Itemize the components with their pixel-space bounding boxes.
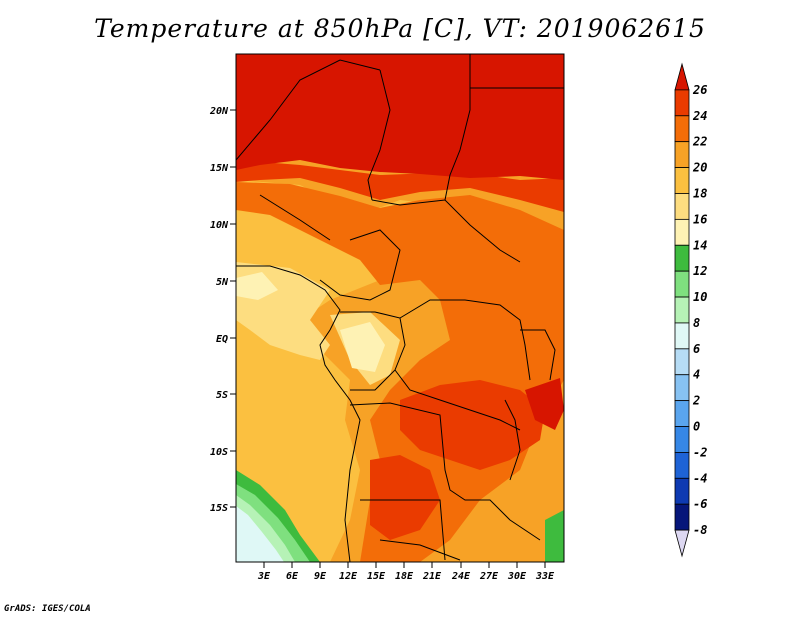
lat-axis: 20N 15N 10N 5N EQ 5S 10S 15S (209, 106, 236, 514)
colorbar-label: 10 (693, 290, 707, 304)
lon-tick: 30E (507, 562, 527, 582)
lon-label: 24E (451, 571, 471, 582)
colorbar-label: 18 (693, 186, 707, 200)
colorbar-arrow-bottom (674, 529, 690, 558)
lat-label: 15S (210, 503, 228, 514)
lon-tick: 24E (451, 562, 471, 582)
colorbar-swatch (674, 89, 690, 117)
colorbar-swatch (674, 193, 690, 220)
lon-tick: 21E (422, 562, 442, 582)
lat-label: EQ (216, 334, 228, 345)
country-borders (236, 54, 564, 562)
colorbar-swatch (674, 452, 690, 479)
lon-tick: 12E (339, 562, 358, 582)
lon-label: 12E (339, 571, 358, 582)
colorbar-swatch (674, 270, 690, 298)
colorbar-label: 4 (693, 368, 700, 382)
colorbar-label: -8 (693, 523, 707, 537)
zone-c26 (236, 54, 564, 430)
colorbar-label: 2 (692, 394, 700, 408)
colorbar-swatch (674, 141, 690, 168)
lat-label: 5N (216, 277, 229, 288)
lon-tick: 33E (535, 562, 555, 582)
lon-axis: 3E 6E 9E 12E 15E 18E 21E 24E 27E 30E 33E (257, 562, 555, 582)
lat-tick: 10N (210, 220, 236, 231)
colorbar-label: 22 (692, 135, 707, 149)
lon-label: 30E (507, 571, 527, 582)
lon-tick: 3E (257, 562, 271, 582)
lat-tick: 20N (209, 106, 236, 117)
colorbar-label: 8 (693, 316, 700, 330)
lat-tick: 15N (210, 163, 236, 174)
colorbar-label: 20 (692, 161, 707, 175)
lat-label: 10S (210, 447, 228, 458)
lat-tick: 5N (216, 277, 236, 288)
colorbar-label: 16 (693, 212, 707, 226)
lat-tick: 5S (216, 390, 236, 401)
colorbar-label: -6 (693, 497, 707, 511)
lat-tick: EQ (216, 334, 236, 345)
lon-tick: 27E (479, 562, 499, 582)
temperature-field (236, 54, 564, 562)
zone-c14 (236, 272, 385, 372)
colorbar-swatch (674, 400, 690, 427)
colorbar-swatch (674, 167, 690, 194)
colorbar-swatch (674, 374, 690, 402)
colorbar-label: 6 (693, 342, 700, 356)
zone-c6 (236, 506, 284, 562)
colorbar-label: -2 (693, 445, 707, 459)
colorbar-label: 24 (692, 109, 707, 123)
lon-label: 6E (286, 571, 299, 582)
colorbar-swatch (674, 244, 690, 272)
colorbar-swatch (674, 426, 690, 453)
lat-tick: 10S (210, 447, 236, 458)
lon-label: 33E (535, 571, 555, 582)
lat-label: 20N (209, 106, 229, 117)
colorbar-label: -4 (693, 471, 707, 485)
colorbar-swatch (674, 296, 690, 324)
lat-label: 15N (210, 163, 229, 174)
chart-title: Temperature at 850hPa [C], VT: 201906261… (94, 14, 706, 43)
lat-label: 10N (210, 220, 229, 231)
lon-tick: 15E (367, 562, 386, 582)
map-frame (235, 53, 565, 563)
lon-label: 3E (257, 571, 271, 582)
credit-text: GrADS: IGES/COLA (4, 604, 91, 614)
lon-label: 9E (314, 571, 327, 582)
lat-tick: 15S (210, 503, 236, 514)
colorbar-label: 12 (693, 264, 707, 278)
colorbar-arrow-top (674, 62, 690, 91)
colorbar-swatch (674, 115, 690, 143)
lon-tick: 6E (286, 562, 299, 582)
zone-c24 (236, 160, 564, 540)
colorbar-label: 0 (693, 420, 700, 434)
lon-label: 18E (395, 571, 414, 582)
lon-label: 21E (422, 571, 442, 582)
colorbar-label: 14 (693, 238, 707, 252)
colorbar-swatch (674, 477, 690, 505)
lon-label: 15E (367, 571, 386, 582)
colorbar-swatch (674, 348, 690, 376)
lon-tick: 18E (395, 562, 414, 582)
lon-label: 27E (479, 571, 499, 582)
colorbar-swatch (674, 218, 690, 246)
lon-tick: 9E (314, 562, 327, 582)
zone-c16 (236, 225, 455, 385)
colorbar-label: 26 (692, 83, 707, 97)
colorbar-swatch (674, 503, 690, 531)
colorbar-swatch (674, 322, 690, 350)
lat-label: 5S (216, 390, 228, 401)
